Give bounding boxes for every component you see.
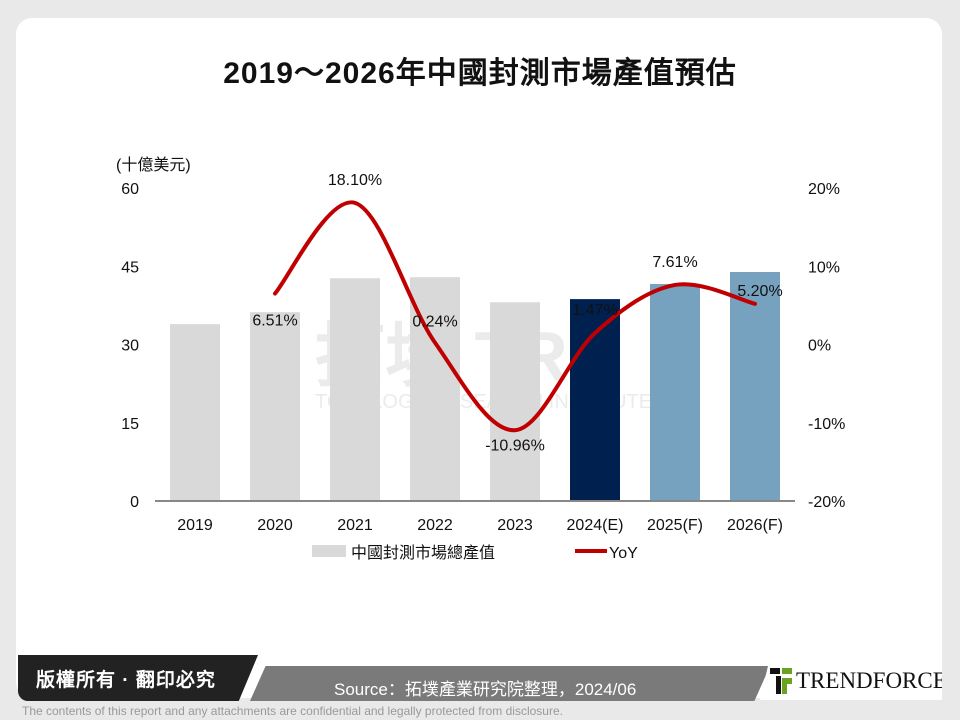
bar-2026(F)	[730, 271, 780, 501]
y-axis-label: (十億美元)	[116, 156, 191, 174]
y2-tick-label: 0%	[808, 338, 831, 355]
y2-tick-label: 10%	[808, 259, 840, 276]
bar-2023	[490, 302, 540, 501]
y2-tick-label: -20%	[808, 494, 845, 511]
x-tick-label: 2025(F)	[647, 517, 703, 534]
x-tick-label: 2019	[177, 517, 213, 534]
yoy-data-label: 6.51%	[252, 313, 297, 330]
logo-text: TRENDFORCE	[796, 668, 947, 693]
y-tick-label: 45	[121, 259, 139, 276]
legend-label-line: YoY	[609, 545, 638, 562]
x-tick-label: 2022	[417, 517, 453, 534]
disclaimer: The contents of this report and any atta…	[22, 704, 563, 718]
copyright-banner: 版權所有 · 翻印必究	[18, 655, 258, 701]
yoy-data-label: 1.47%	[572, 302, 617, 319]
yoy-data-label: -10.96%	[485, 437, 545, 454]
yoy-data-label: 5.20%	[737, 283, 782, 300]
chart: (十億美元) 拓墣 TRi TOPOLOGY RESEARCH INSTITUT…	[116, 156, 845, 562]
legend-label-bar: 中國封測市場總產值	[351, 544, 495, 562]
yoy-data-label: 7.61%	[652, 254, 697, 271]
y-tick-label: 30	[121, 338, 139, 355]
y-tick-label: 0	[130, 494, 139, 511]
bar-2019	[170, 324, 220, 501]
bar-2020	[250, 312, 300, 501]
svg-text:TOPOLOGY RESEARCH INSTITUTE: TOPOLOGY RESEARCH INSTITUTE	[315, 391, 652, 413]
copyright-text: 版權所有 · 翻印必究	[36, 670, 216, 691]
bar-2021	[330, 278, 380, 501]
x-tick-label: 2024(E)	[567, 517, 624, 534]
trendforce-logo-icon	[770, 668, 792, 694]
source-banner: Source：拓墣產業研究院整理，2024/06	[250, 666, 770, 701]
legend-swatch-bar	[312, 545, 346, 557]
y2-tick-label: -10%	[808, 416, 845, 433]
x-tick-label: 2023	[497, 517, 533, 534]
legend: 中國封測市場總產值 YoY	[312, 544, 638, 562]
x-tick-label: 2026(F)	[727, 517, 783, 534]
yoy-data-label: 18.10%	[328, 172, 382, 189]
yoy-line	[273, 200, 757, 433]
yoy-data-label: 0.24%	[412, 314, 457, 331]
x-tick-label: 2021	[337, 517, 373, 534]
bar-2024(E)	[570, 299, 620, 501]
trendforce-logo: TRENDFORCE	[760, 638, 942, 700]
y-tick-label: 15	[121, 416, 139, 433]
source-text: Source：拓墣產業研究院整理，2024/06	[334, 680, 637, 699]
y-tick-label: 60	[121, 181, 139, 198]
y2-tick-label: 20%	[808, 181, 840, 198]
bar-2025(F)	[650, 283, 700, 501]
chart-title: 2019～2026年中國封測市場產值預估	[223, 57, 737, 90]
x-tick-label: 2020	[257, 517, 293, 534]
